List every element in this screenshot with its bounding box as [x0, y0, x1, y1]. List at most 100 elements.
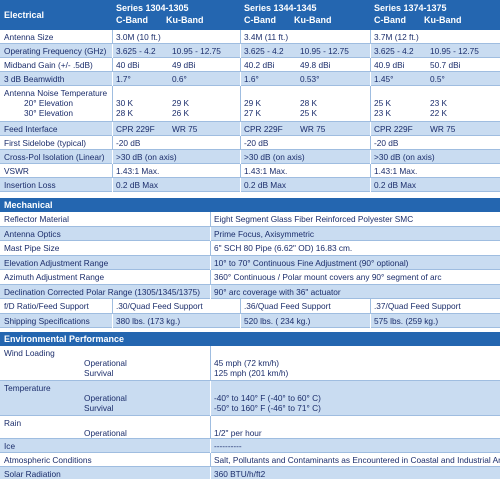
cell-value: 0.6° — [172, 74, 187, 84]
cell-value: 1/2" per hour — [214, 428, 262, 438]
column-divider — [112, 150, 113, 164]
row-background — [0, 467, 500, 479]
cell-value: -20 dB — [374, 138, 399, 148]
cell-value: WR 75 — [172, 124, 198, 134]
cell-value: -20 dB — [244, 138, 269, 148]
row-label: Mast Pipe Size — [4, 243, 60, 253]
row-background — [0, 72, 500, 86]
row-background — [0, 439, 500, 453]
column-divider — [240, 150, 241, 164]
band-name: C-Band — [244, 15, 276, 25]
column-divider — [370, 178, 371, 192]
band-name: C-Band — [116, 15, 148, 25]
cell-value: -20 dB — [116, 138, 141, 148]
column-divider — [112, 164, 113, 178]
cell-value: 3.7M (12 ft.) — [374, 32, 419, 42]
cell-value: 23 K — [374, 108, 392, 118]
column-divider — [210, 270, 211, 285]
condition-label: Operational — [84, 358, 127, 368]
column-divider — [240, 299, 241, 314]
cell-value: Salt, Pollutants and Contaminants as Enc… — [214, 455, 500, 465]
section-title: Mechanical — [4, 200, 53, 210]
section-title: Environmental Performance — [4, 334, 125, 344]
column-divider — [240, 136, 241, 150]
row-background — [0, 58, 500, 72]
row-background — [0, 122, 500, 136]
cell-value: CPR 229F — [244, 124, 283, 134]
cell-value: 29 K — [172, 98, 190, 108]
cell-value: 1.7° — [116, 74, 131, 84]
cell-value: 360 BTU/h/ft2 — [214, 469, 266, 479]
column-divider — [210, 467, 211, 479]
cell-value: 27 K — [244, 108, 262, 118]
row-label: f/D Ratio/Feed Support — [4, 301, 89, 311]
row-label: Antenna Noise Temperature — [4, 88, 108, 98]
row-label: Antenna Size — [4, 32, 54, 42]
row-background — [0, 86, 500, 122]
cell-value: 25 K — [300, 108, 318, 118]
row-background — [0, 255, 500, 270]
row-label: Wind Loading — [4, 348, 55, 358]
cell-value: 3.625 - 4.2 — [244, 46, 284, 56]
column-divider — [112, 136, 113, 150]
cell-value: 22 K — [430, 108, 448, 118]
row-background — [0, 30, 500, 44]
cell-value: 10.95 - 12.75 — [300, 46, 349, 56]
cell-value: >30 dB (on axis) — [374, 152, 435, 162]
row-label: Shipping Specifications — [4, 315, 90, 326]
cell-value: 0.2 dB Max — [374, 180, 416, 190]
column-divider — [370, 58, 371, 72]
column-divider — [370, 72, 371, 86]
cell-value: 3.4M (11 ft.) — [244, 32, 289, 42]
cell-value: >30 dB (on axis) — [244, 152, 305, 162]
column-divider — [240, 86, 241, 122]
column-divider — [370, 86, 371, 122]
section-header — [0, 332, 500, 346]
row-label: Rain — [4, 418, 22, 428]
column-divider — [240, 44, 241, 58]
cell-value: 1.43:1 Max. — [374, 166, 418, 176]
section-header — [0, 198, 500, 212]
column-divider — [240, 178, 241, 192]
column-divider — [370, 44, 371, 58]
row-background — [0, 381, 500, 416]
column-divider — [210, 439, 211, 453]
column-divider — [370, 299, 371, 314]
cell-value: .37/Quad Feed Support — [374, 301, 461, 311]
column-divider — [210, 453, 211, 467]
cell-value: 90° arc coverage with 36" actuator — [214, 286, 341, 297]
row-label: Elevation Adjustment Range — [4, 257, 109, 268]
cell-value: 1.43:1 Max. — [116, 166, 160, 176]
column-divider — [370, 164, 371, 178]
column-divider — [370, 122, 371, 136]
band-name: Ku-Band — [294, 15, 332, 25]
column-divider — [240, 30, 241, 44]
cell-value: Prime Focus, Axisymmetric — [214, 228, 315, 239]
column-divider — [210, 346, 211, 381]
cell-value: 360° Continuous / Polar mount covers any… — [214, 272, 442, 282]
cell-value: 10.95 - 12.75 — [172, 46, 221, 56]
row-background — [0, 453, 500, 467]
row-sublabel: 20° Elevation — [24, 98, 73, 108]
row-label: VSWR — [4, 166, 29, 176]
cell-value: WR 75 — [430, 124, 456, 134]
row-background — [0, 226, 500, 241]
cell-value: 29 K — [244, 98, 262, 108]
cell-value: 380 lbs. (173 kg.) — [116, 315, 181, 326]
row-background — [0, 284, 500, 299]
cell-value: 520 lbs. ( 234 kg.) — [244, 315, 311, 326]
column-divider — [210, 381, 211, 416]
row-background — [0, 241, 500, 256]
row-label: Operating Frequency (GHz) — [4, 46, 107, 56]
cell-value: CPR 229F — [116, 124, 155, 134]
column-divider — [210, 255, 211, 270]
cell-value: Eight Segment Glass Fiber Reinforced Pol… — [214, 214, 414, 224]
cell-value: 28 K — [300, 98, 318, 108]
cell-value: 0.2 dB Max — [116, 180, 158, 190]
condition-label: Survival — [84, 403, 114, 413]
row-label: Declination Corrected Polar Range (1305/… — [4, 286, 201, 297]
row-background — [0, 416, 500, 439]
cell-value: .30/Quad Feed Support — [116, 301, 203, 311]
row-background — [0, 136, 500, 150]
